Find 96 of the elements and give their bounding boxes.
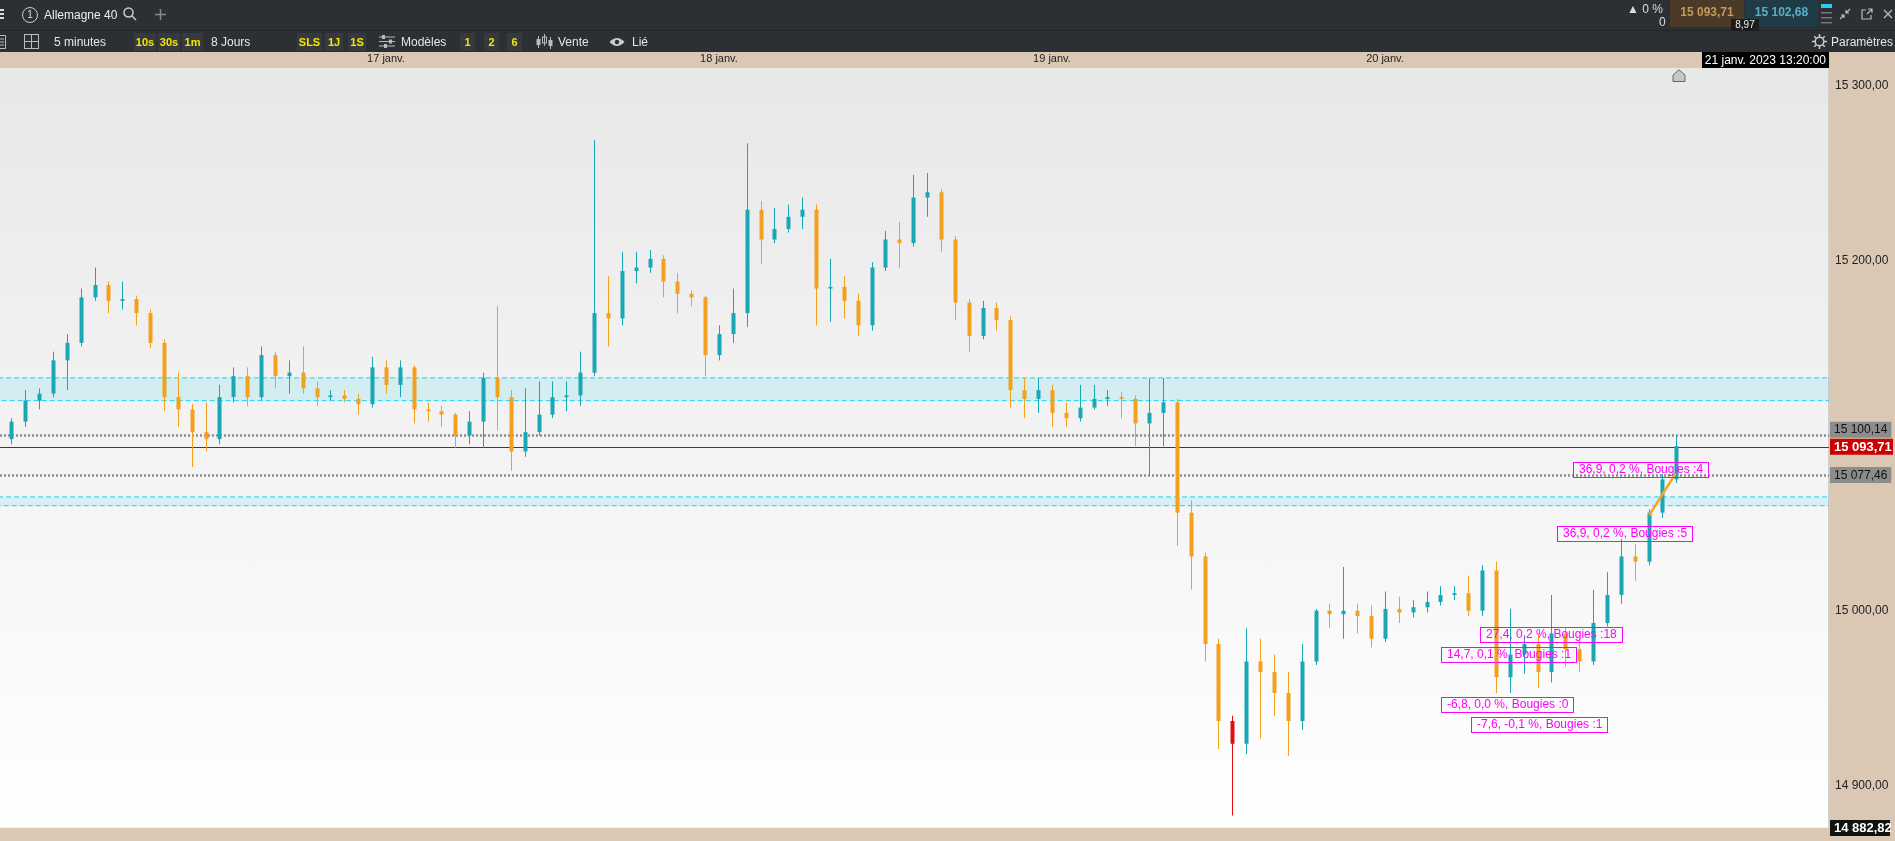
candlestick [37,387,42,410]
candlestick [550,380,555,419]
candlestick [1092,384,1097,410]
candlestick [495,305,500,431]
text: 2 [484,33,499,51]
candlestick [1633,543,1638,582]
annotation: -6,8, 0,0 %, Bougies :0 [1441,697,1575,713]
annotation: 21 janv. 2023 13:20:00 [1701,52,1829,68]
candlestick [439,405,444,428]
text: ▲ 0 % [1627,2,1663,16]
text: 1 [22,7,38,23]
candlestick [190,403,195,468]
x-tick-label: 20 janv. [1366,52,1404,65]
text: 30s [158,33,180,51]
candlestick [245,366,250,407]
candlestick [426,401,431,423]
candlestick [1369,604,1374,648]
candlestick [273,351,278,389]
candlestick [1078,384,1083,423]
candlestick [231,366,236,403]
text: 6 [507,33,522,51]
text: 0 [1659,15,1666,29]
text: Vente [558,34,589,51]
candlestick [717,324,722,361]
candlestick [1355,603,1360,634]
candlestick [564,380,569,412]
text: Paramètres [1831,34,1894,51]
candlestick [9,417,14,445]
candlestick [93,267,98,302]
candlestick [384,359,389,395]
candlestick [1272,653,1277,717]
text: 1S [348,33,366,51]
text: 8 Jours [211,34,251,51]
candlestick [731,288,736,344]
candlestick [204,401,209,452]
ref-line-label: 15 077,46 [1834,467,1888,482]
candlestick [315,380,320,407]
candlestick [828,258,833,323]
text: 10s [134,33,156,51]
candlestick [606,275,611,347]
text: 15 102,68 [1754,5,1809,19]
y-tick-label: 15 200,00 [1835,252,1889,267]
candlestick [106,281,111,314]
candlestick [1258,638,1263,740]
candlestick [648,249,653,274]
candlestick [1050,384,1055,428]
ref-line-label: 15 093,71 [1834,438,1892,454]
x-tick-label: 17 janv. [367,52,405,65]
candlestick [1230,715,1235,817]
candlestick [675,272,680,314]
candlestick [1022,377,1027,419]
x-tick-label: 18 janv. [700,52,738,65]
y-tick-label: 15 300,00 [1835,77,1889,92]
text: 15 093,71 [1680,5,1734,19]
candlestick [453,412,458,449]
candlestick [467,410,472,445]
candlestick [1119,391,1124,419]
candlestick [1161,377,1166,447]
text: Modèles [401,34,447,51]
text: SLS [297,33,322,51]
chart-title: Allemagne 40 [44,7,118,23]
candlestick [176,372,181,428]
text: 1m [182,33,203,51]
candlestick [842,275,847,319]
candlestick [23,389,28,428]
y-tick-label: 14 900,00 [1835,778,1889,793]
candlestick [800,197,805,230]
candlestick [661,254,666,298]
candlestick [786,204,791,234]
candlestick [925,172,930,218]
candlestick [1438,585,1443,606]
text: 5 minutes [54,34,107,51]
candlestick [134,295,139,326]
candlestick [398,359,403,398]
y-tick-label: 15 000,00 [1835,603,1889,618]
candlestick [1425,590,1430,613]
candlestick [578,351,583,407]
candlestick [301,345,306,395]
text: 1 [460,33,475,51]
ref-line-label: 15 100,14 [1834,422,1888,437]
candlestick [1466,575,1471,617]
candlestick [994,302,999,332]
candlestick [1147,377,1152,477]
candlestick [1036,377,1041,414]
x-tick-label: 19 janv. [1033,52,1071,65]
candlestick [523,387,528,458]
candlestick [65,333,70,391]
text: Lié [632,34,649,51]
annotation: -7,6, -0,1 %, Bougies :1 [1471,717,1609,733]
candlestick [356,393,361,416]
candlestick [537,380,542,437]
candlestick [1064,401,1069,428]
text: 8,97 [1731,19,1759,31]
text: 1J [325,33,343,51]
candlestick [772,207,777,244]
candlestick [120,281,125,311]
